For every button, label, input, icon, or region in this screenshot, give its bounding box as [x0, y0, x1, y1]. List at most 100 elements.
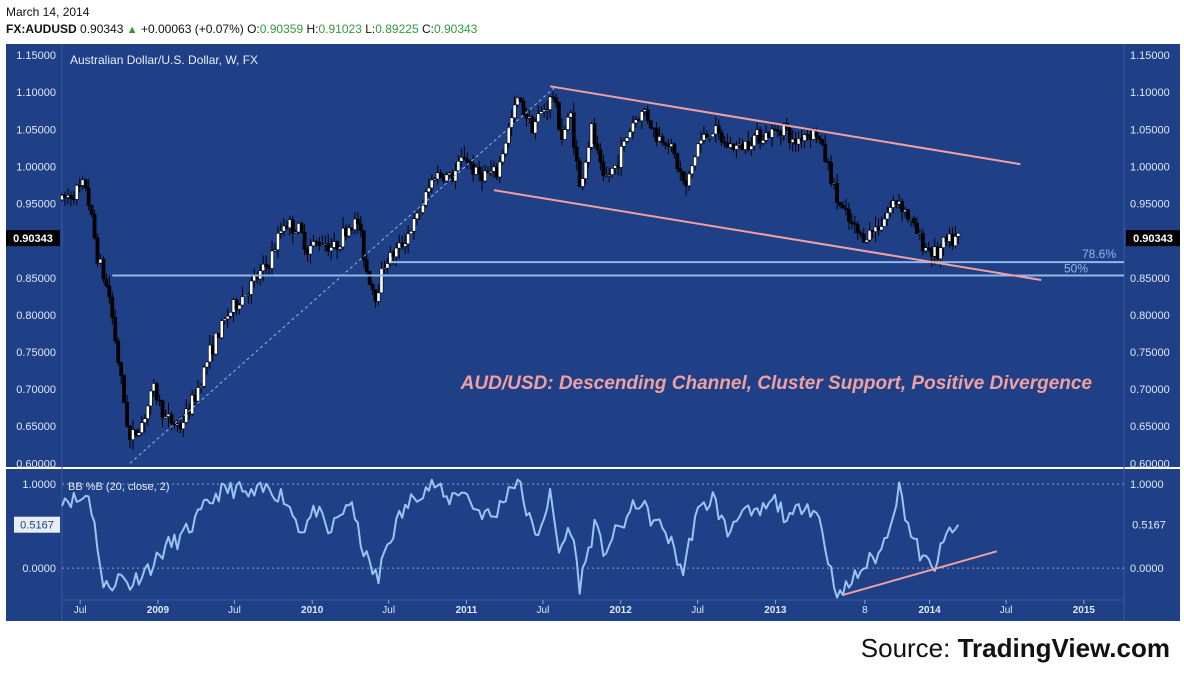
candle-up [509, 117, 514, 128]
candle-up [394, 247, 399, 258]
high-value: 0.91023 [318, 22, 362, 36]
source-credit: Source: TradingView.com [861, 633, 1170, 664]
candle-down [160, 400, 165, 419]
symbol-label[interactable]: FX:AUDUSD [6, 22, 77, 36]
candle-up [320, 244, 325, 247]
fib-50-label: 50% [1064, 262, 1088, 276]
candle-up [376, 292, 381, 302]
ohlc-header: FX:AUDUSD 0.90343 ▲ +0.00063 (+0.07%) O:… [6, 22, 477, 36]
candle-up [261, 263, 266, 272]
time-tick-label: Jul [1000, 605, 1013, 616]
candle-down [861, 233, 866, 243]
candle-up [956, 232, 961, 237]
candle-up [403, 243, 408, 247]
candle-down [820, 139, 825, 145]
candle-up [139, 422, 144, 434]
candle-up [545, 109, 550, 111]
time-tick-label: 2014 [918, 605, 941, 616]
candle-down [598, 149, 603, 163]
candle-up [308, 245, 313, 255]
candle-down [101, 258, 106, 280]
price-tick-right: 0.75000 [1130, 347, 1170, 359]
candle-down [462, 157, 467, 160]
candle-up [199, 385, 203, 388]
candle-down [438, 172, 443, 178]
candle-up [696, 143, 700, 158]
candle-up [418, 212, 422, 214]
candle-down [858, 232, 863, 235]
price-tick-left: 0.70000 [16, 384, 56, 396]
candle-down [169, 413, 174, 424]
candle-up [388, 252, 393, 264]
price-tick-right: 0.70000 [1130, 384, 1170, 396]
candle-down [154, 383, 159, 401]
time-tick-label: 2011 [456, 605, 478, 616]
last-price-label-right: 0.90343 [1133, 233, 1173, 245]
price-tick-left: 0.95000 [16, 199, 56, 211]
candle-up [628, 131, 632, 139]
candle-down [290, 219, 295, 234]
indicator-value-label-right: 0.5167 [1132, 520, 1166, 532]
candle-up [213, 332, 218, 355]
candle-down [912, 218, 916, 224]
candle-up [240, 296, 245, 306]
close-value: 0.90343 [433, 22, 478, 36]
candle-up [533, 121, 538, 134]
candle-up [382, 267, 387, 270]
candle-up [687, 173, 692, 187]
candle-down [86, 187, 91, 206]
price-tick-left: 1.15000 [16, 50, 56, 62]
candle-up [270, 250, 274, 269]
candle-down [601, 161, 606, 176]
candle-up [338, 246, 342, 250]
candle-up [500, 153, 505, 163]
candle-down [299, 223, 304, 233]
candle-up [802, 134, 807, 141]
candle-up [734, 145, 739, 150]
candle-up [423, 191, 428, 206]
candle-up [74, 184, 79, 200]
candle-down [104, 278, 109, 286]
candle-down [335, 241, 340, 250]
time-tick-label: Jul [537, 605, 550, 616]
candle-up [228, 311, 233, 317]
candle-down [787, 128, 792, 143]
candle-up [225, 315, 230, 320]
candle-down [817, 135, 822, 140]
candle-down [926, 247, 931, 250]
candle-up [749, 145, 754, 150]
price-tick-right: 0.85000 [1130, 273, 1170, 285]
candle-up [222, 318, 227, 321]
candle-up [580, 178, 585, 187]
candle-up [864, 239, 869, 243]
candle-down [521, 100, 526, 115]
candle-down [89, 205, 94, 215]
candle-up [219, 320, 224, 339]
candle-up [243, 294, 248, 297]
price-tick-left: 1.10000 [16, 87, 56, 99]
time-tick-label: Jul [691, 605, 704, 616]
indicator-tick-left: 1.0000 [22, 479, 56, 491]
candle-down [574, 146, 579, 162]
indicator-value-badge-left [14, 516, 60, 533]
candle-up [690, 165, 695, 175]
indicator-panel-title: BB %B (20, close, 2) [68, 481, 170, 493]
candle-up [536, 113, 541, 123]
candle-down [571, 112, 576, 148]
price-tick-left: 0.75000 [16, 347, 56, 359]
candle-down [900, 201, 905, 213]
candle-down [678, 168, 683, 172]
candle-down [704, 134, 709, 138]
candle-down [855, 224, 860, 234]
open-value: 0.90359 [259, 22, 304, 36]
candles-group [60, 91, 961, 451]
indicator-value-label-left: 0.5167 [20, 520, 54, 532]
candle-down [110, 296, 115, 318]
candle-up [548, 96, 553, 110]
candle-down [716, 125, 721, 133]
candle-up [693, 156, 697, 167]
candle-down [849, 221, 854, 224]
candle-up [137, 432, 141, 436]
candle-up [953, 236, 958, 247]
